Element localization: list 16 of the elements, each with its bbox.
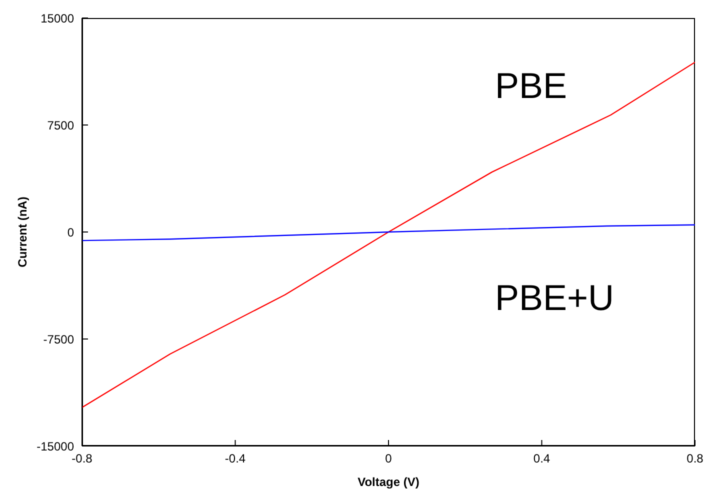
line-series bbox=[82, 62, 695, 408]
y-tick-label: 15000 bbox=[40, 11, 74, 26]
y-tick-label: 7500 bbox=[47, 118, 74, 132]
line-series bbox=[82, 224, 695, 242]
annotation: PBE+U bbox=[495, 277, 614, 318]
x-tick-label: 0.8 bbox=[686, 452, 704, 466]
x-tick-label: -0.8 bbox=[72, 452, 93, 466]
annotation: PBE bbox=[495, 65, 568, 106]
y-tick-label: 0 bbox=[67, 225, 74, 240]
x-tick-label: 0 bbox=[385, 452, 392, 466]
x-tick-label: 0.4 bbox=[533, 452, 550, 466]
x-axis-title: Voltage (V) bbox=[358, 475, 420, 489]
x-tick-label: -0.4 bbox=[224, 452, 246, 466]
y-tick-label: -15000 bbox=[36, 439, 74, 454]
y-tick-label: -7500 bbox=[43, 332, 74, 346]
y-axis-title: Current (nA) bbox=[15, 196, 30, 268]
